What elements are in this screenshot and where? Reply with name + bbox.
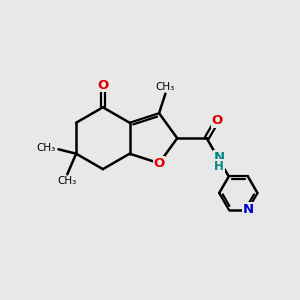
- Text: O: O: [212, 114, 223, 127]
- Text: N: N: [214, 151, 225, 164]
- Text: CH₃: CH₃: [58, 176, 77, 186]
- Text: CH₃: CH₃: [36, 143, 56, 153]
- Text: H: H: [214, 160, 224, 173]
- Text: O: O: [97, 79, 109, 92]
- Text: N: N: [242, 203, 253, 216]
- Text: CH₃: CH₃: [156, 82, 175, 92]
- Text: O: O: [153, 157, 165, 170]
